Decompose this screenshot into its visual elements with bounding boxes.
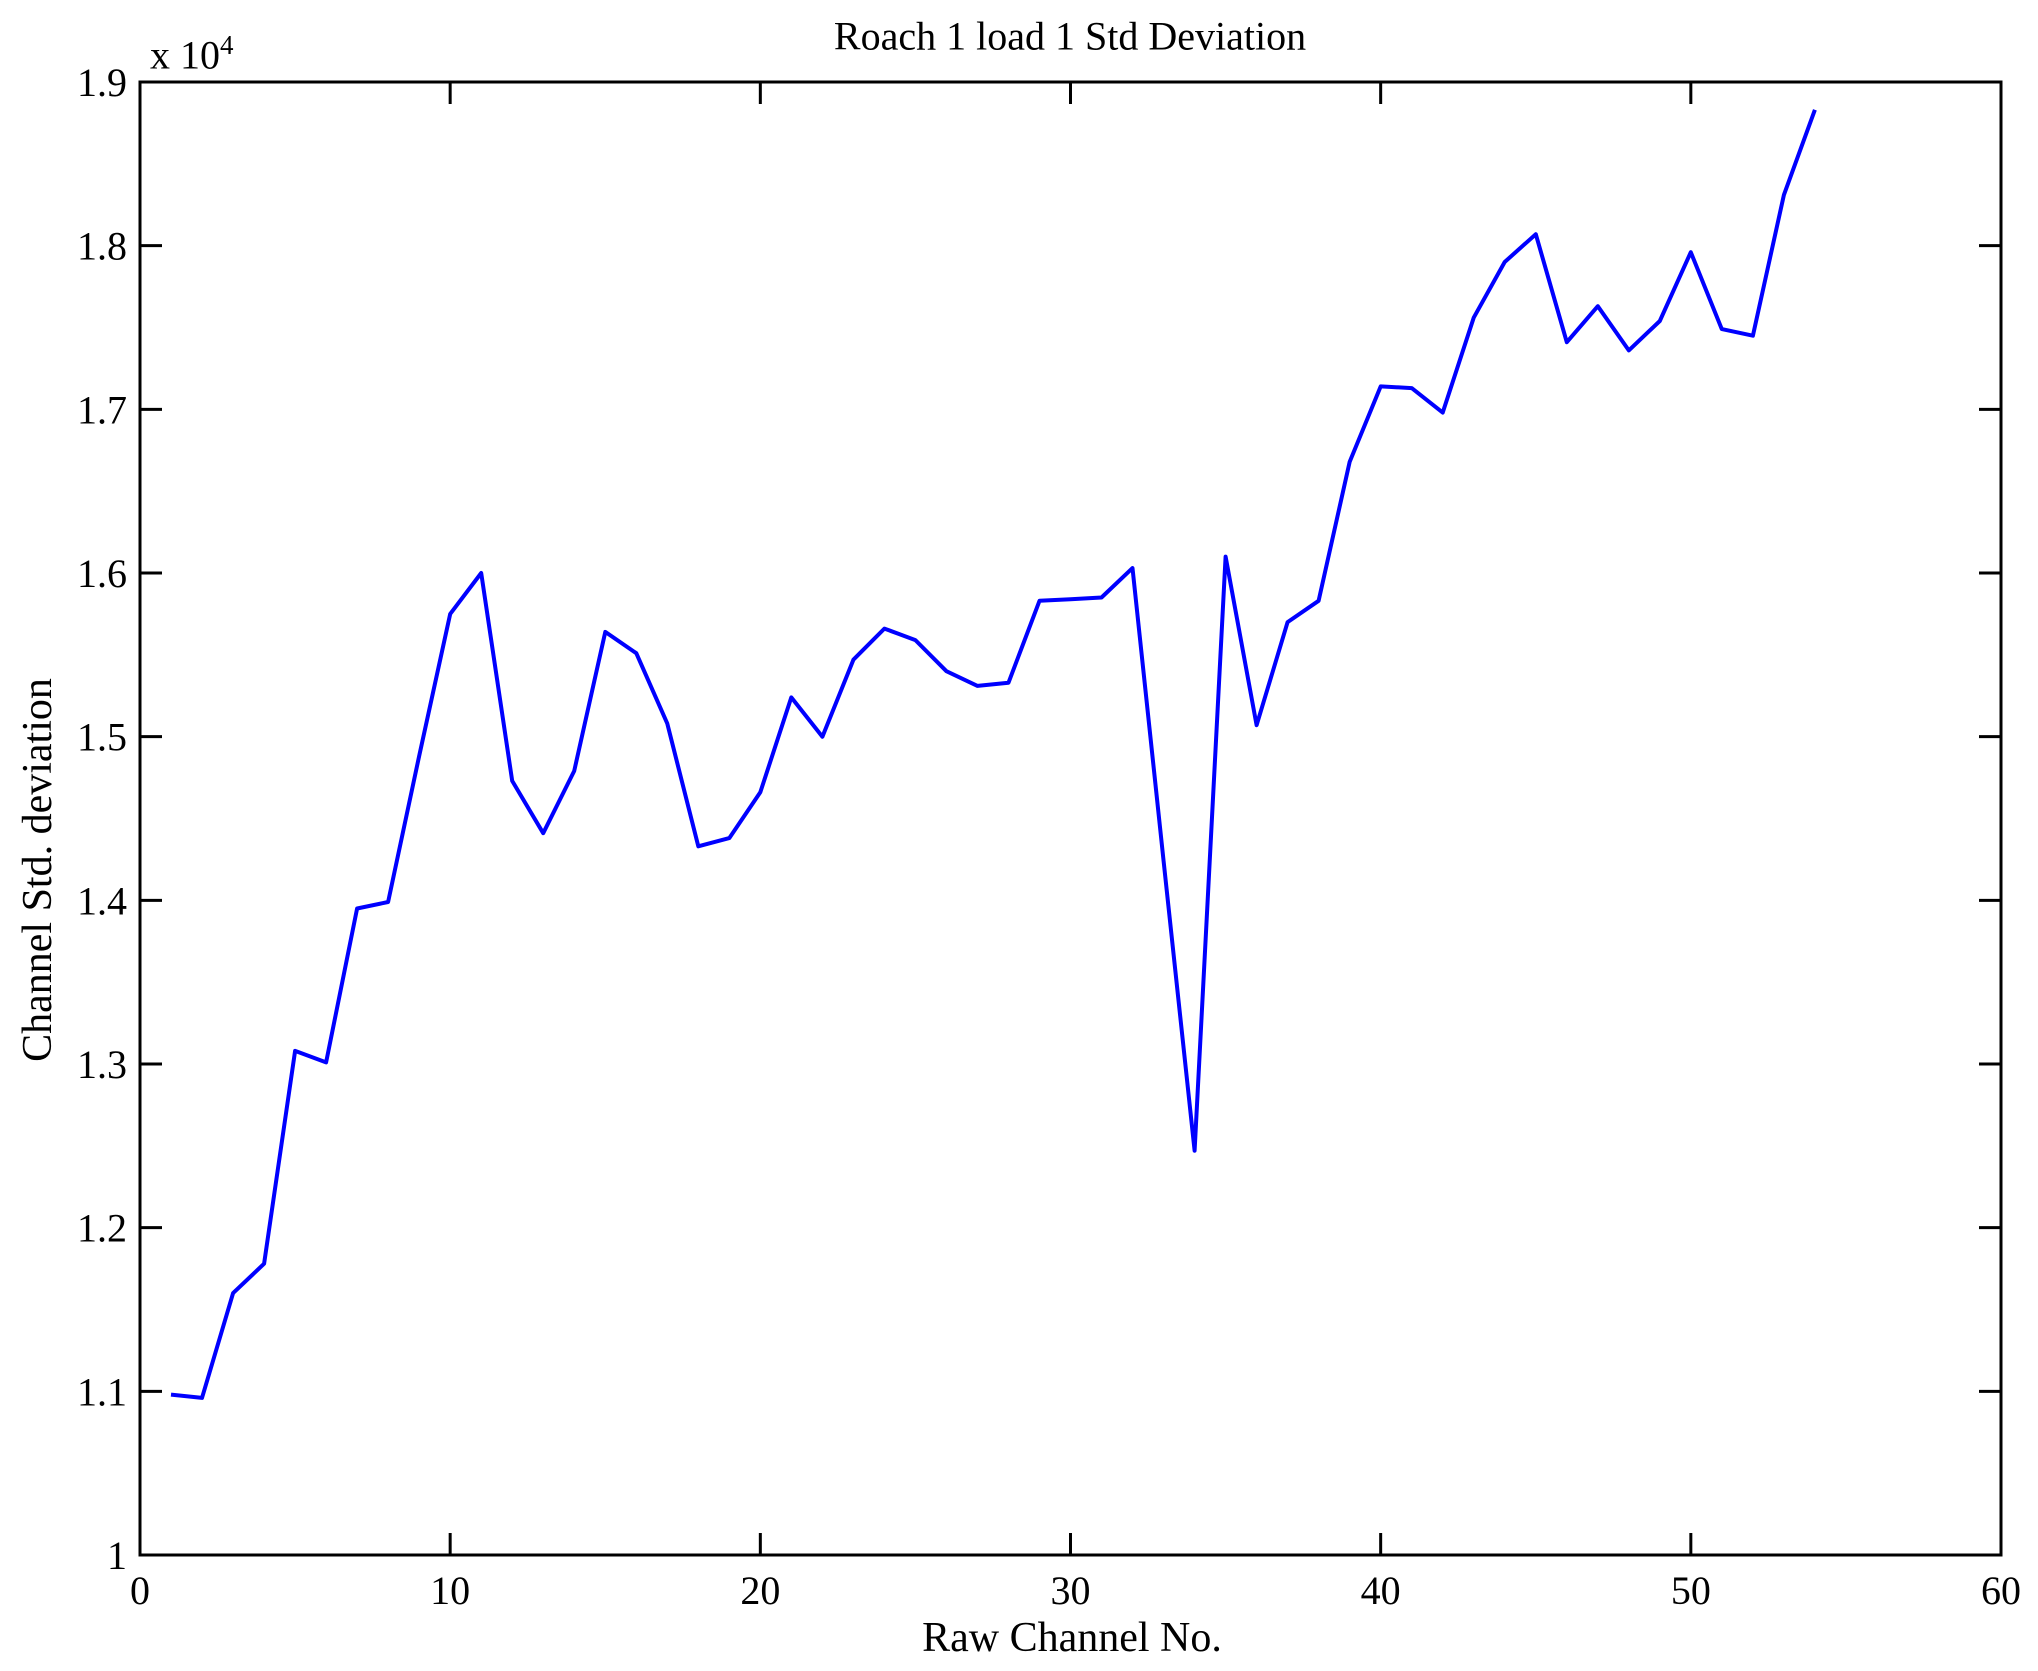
y-tick-label: 1.6 bbox=[77, 551, 127, 596]
x-tick-label: 20 bbox=[740, 1568, 780, 1613]
x-axis-label: Raw Channel No. bbox=[922, 1615, 1222, 1661]
y-tick-label: 1.9 bbox=[77, 60, 127, 105]
y-axis-label: Channel Std. deviation bbox=[15, 678, 61, 1062]
y-axis-multiplier: x 104 bbox=[150, 30, 234, 78]
chart-title: Roach 1 load 1 Std Deviation bbox=[833, 13, 1307, 59]
x-tick-label: 10 bbox=[430, 1568, 470, 1613]
y-tick-label: 1.3 bbox=[77, 1042, 127, 1087]
y-axis-multiplier-base: x 10 bbox=[150, 32, 220, 78]
data-line bbox=[170, 109, 1817, 1400]
y-tick-label: 1.2 bbox=[77, 1206, 127, 1251]
y-tick-label: 1.1 bbox=[77, 1369, 127, 1414]
x-tick-label: 0 bbox=[130, 1568, 150, 1613]
y-tick-label: 1.5 bbox=[77, 715, 127, 760]
x-tick-label: 40 bbox=[1361, 1568, 1401, 1613]
y-tick-label: 1.8 bbox=[77, 224, 127, 269]
x-tick-label: 50 bbox=[1671, 1568, 1711, 1613]
y-axis-multiplier-exponent: 4 bbox=[220, 30, 234, 60]
axes-box bbox=[138, 80, 2003, 1557]
x-tick-label: 30 bbox=[1051, 1568, 1091, 1613]
y-tick-label: 1.7 bbox=[77, 387, 127, 432]
y-tick-label: 1 bbox=[107, 1533, 127, 1578]
y-tick-label: 1.4 bbox=[77, 878, 127, 923]
x-tick-label: 60 bbox=[1981, 1568, 2021, 1613]
